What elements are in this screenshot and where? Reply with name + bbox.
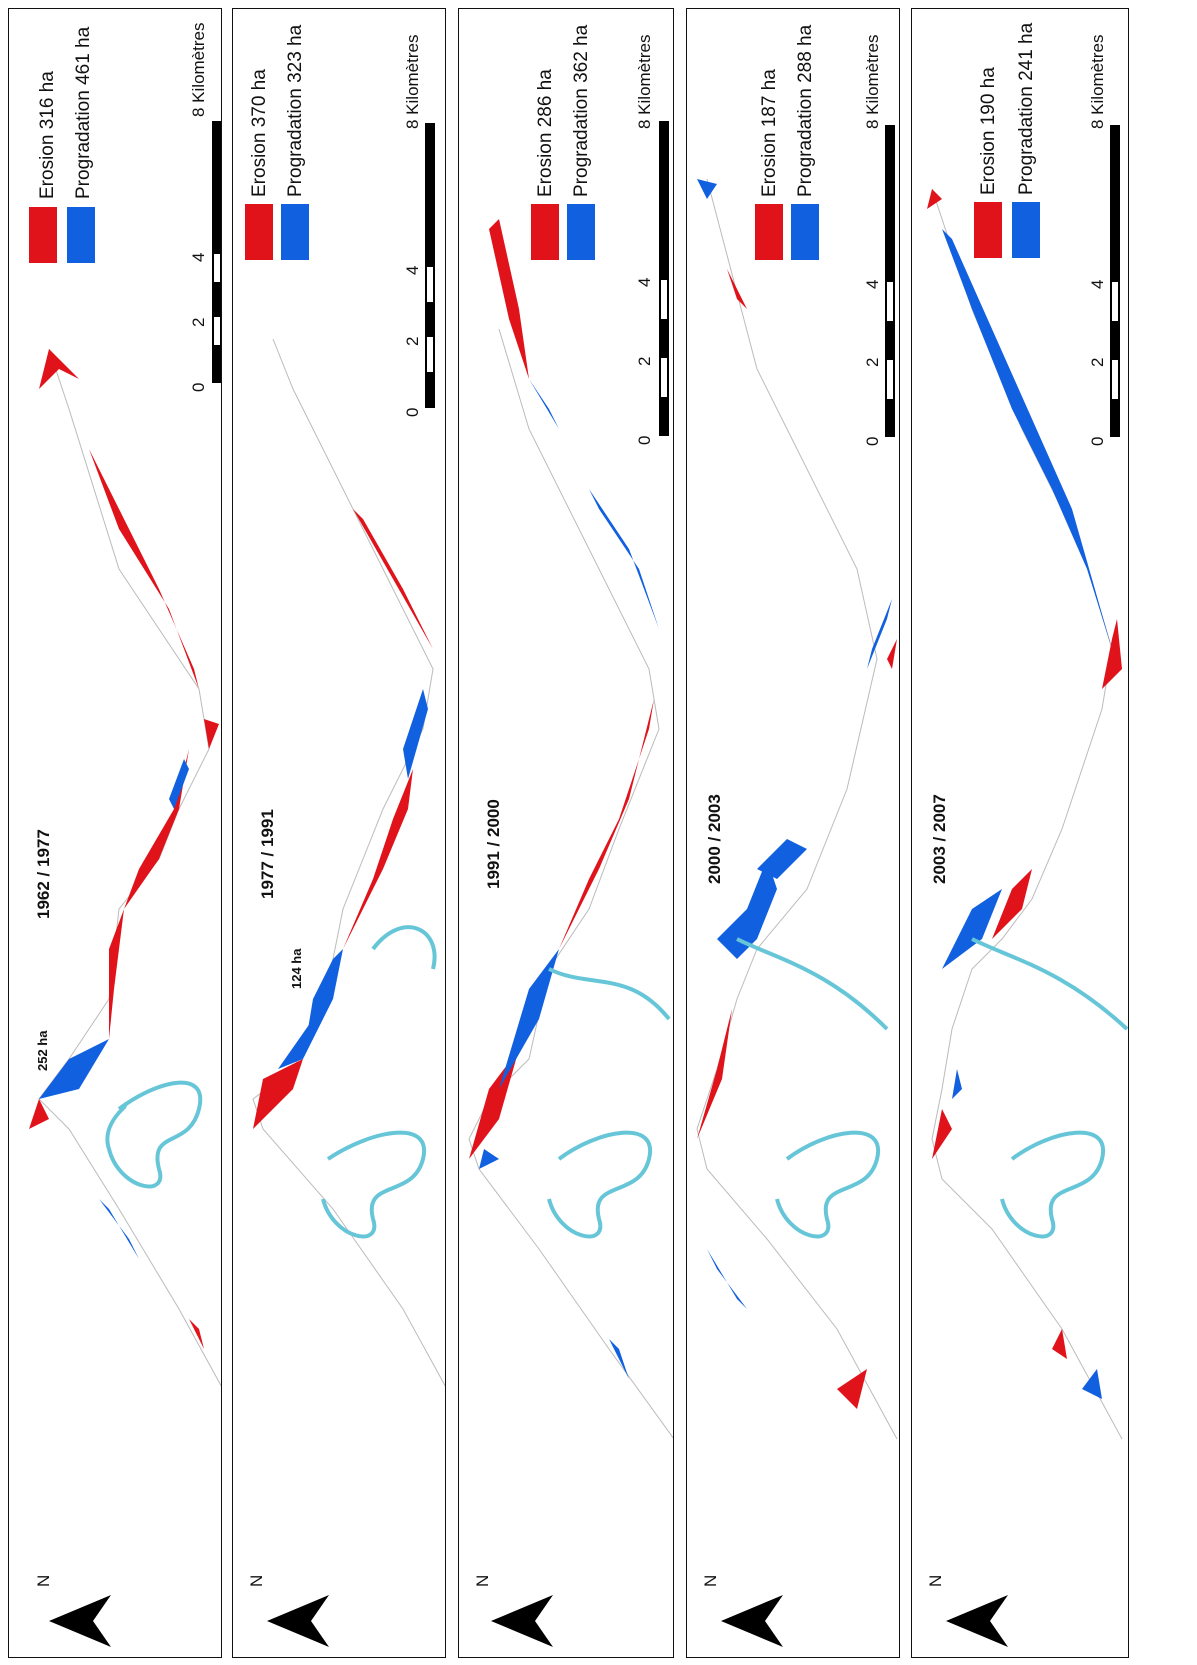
erosion-legend-label: Erosion 286 ha bbox=[535, 69, 556, 197]
scale-tick-2: 2 bbox=[1088, 357, 1107, 367]
erosion-swatch bbox=[29, 207, 57, 263]
period-label: 1991 / 2000 bbox=[484, 799, 503, 889]
scale-tick-0: 0 bbox=[1088, 436, 1107, 446]
progradation-legend-label: Progradation 288 ha bbox=[795, 24, 816, 197]
progradation-legend-label: Progradation 461 ha bbox=[73, 26, 94, 199]
scale-end-label: 8 Kilomètres bbox=[635, 34, 654, 129]
scale-bar bbox=[659, 121, 669, 436]
scale-tick-4: 4 bbox=[1088, 279, 1107, 289]
coastline-change-map bbox=[252, 338, 445, 1387]
scale-bar bbox=[885, 125, 895, 437]
scale-bar bbox=[212, 121, 221, 383]
north-arrow-icon bbox=[721, 1595, 783, 1647]
map-panel-2000-2003: 2000 / 2003 Erosion 187 ha Progradation … bbox=[686, 8, 900, 1658]
scale-tick-4: 4 bbox=[863, 279, 882, 289]
north-arrow-icon bbox=[946, 1595, 1008, 1647]
scale-end-label: 8 Kilomètres bbox=[863, 34, 882, 129]
area-annotation: 124 ha bbox=[289, 948, 304, 989]
progradation-swatch bbox=[281, 204, 309, 260]
north-arrow-icon bbox=[49, 1595, 111, 1647]
north-arrow-icon bbox=[491, 1595, 553, 1647]
scale-tick-0: 0 bbox=[403, 407, 422, 417]
scale-tick-4: 4 bbox=[189, 252, 208, 262]
period-label: 1977 / 1991 bbox=[258, 809, 277, 899]
scale-tick-0: 0 bbox=[635, 435, 654, 445]
erosion-legend-label: Erosion 316 ha bbox=[37, 71, 58, 199]
scale-tick-2: 2 bbox=[863, 357, 882, 367]
period-label: 2003 / 2007 bbox=[930, 794, 949, 884]
erosion-legend-label: Erosion 190 ha bbox=[978, 67, 999, 195]
scale-end-label: 8 Kilomètres bbox=[1088, 34, 1107, 129]
coastline-change-map bbox=[696, 178, 898, 1440]
period-label: 1962 / 1977 bbox=[34, 829, 53, 919]
scale-tick-2: 2 bbox=[403, 336, 422, 346]
erosion-swatch bbox=[974, 202, 1002, 258]
progradation-legend-label: Progradation 362 ha bbox=[571, 24, 592, 197]
erosion-legend-label: Erosion 370 ha bbox=[249, 69, 270, 197]
scale-end-label: 8 Kilomètres bbox=[403, 34, 422, 129]
scale-bar bbox=[1110, 125, 1120, 437]
map-panel-1977-1991: 1977 / 1991 124 ha Erosion 370 ha Progra… bbox=[232, 8, 446, 1658]
period-label: 2000 / 2003 bbox=[705, 794, 724, 884]
scale-tick-4: 4 bbox=[403, 265, 422, 275]
scale-end-label: 8 Kilomètres bbox=[189, 22, 208, 117]
erosion-swatch bbox=[531, 204, 559, 260]
area-annotation: 252 ha bbox=[35, 1030, 50, 1071]
north-label: N bbox=[926, 1574, 945, 1587]
coastline-change-map bbox=[468, 219, 673, 1439]
north-label: N bbox=[247, 1574, 266, 1587]
progradation-swatch bbox=[1012, 202, 1040, 258]
progradation-swatch bbox=[567, 204, 595, 260]
map-panel-1991-2000: 1991 / 2000 Erosion 286 ha Progradation … bbox=[458, 8, 674, 1658]
north-arrow-icon bbox=[267, 1595, 329, 1647]
erosion-legend-label: Erosion 187 ha bbox=[759, 69, 780, 197]
north-label: N bbox=[473, 1574, 492, 1587]
progradation-legend-label: Progradation 323 ha bbox=[285, 24, 306, 197]
coastline-change-map bbox=[29, 348, 221, 1387]
erosion-swatch bbox=[245, 204, 273, 260]
progradation-swatch bbox=[791, 204, 819, 260]
scale-bar bbox=[425, 123, 435, 408]
map-panel-1962-1977: 1962 / 1977 252 ha Erosion 316 ha Progra… bbox=[8, 8, 222, 1658]
north-label: N bbox=[34, 1574, 53, 1587]
erosion-swatch bbox=[755, 204, 783, 260]
scale-tick-0: 0 bbox=[189, 382, 208, 392]
north-label: N bbox=[701, 1574, 720, 1587]
map-panel-2003-2007: 2003 / 2007 Erosion 190 ha Progradation … bbox=[911, 8, 1129, 1658]
scale-tick-2: 2 bbox=[189, 317, 208, 327]
progradation-legend-label: Progradation 241 ha bbox=[1016, 22, 1037, 195]
progradation-swatch bbox=[67, 207, 95, 263]
scale-tick-2: 2 bbox=[635, 356, 654, 366]
scale-tick-0: 0 bbox=[863, 436, 882, 446]
coastline-change-map bbox=[927, 188, 1128, 1440]
scale-tick-4: 4 bbox=[635, 277, 654, 287]
